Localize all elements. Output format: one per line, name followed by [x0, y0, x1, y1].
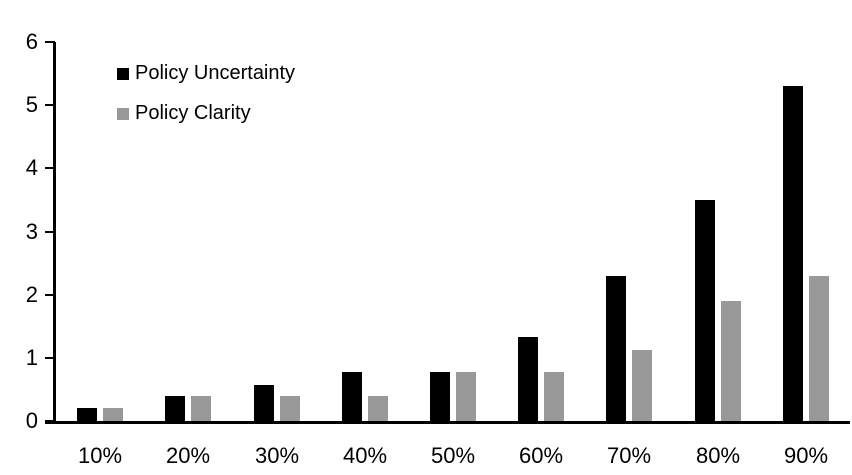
- bar-policy-uncertainty-70pct: [606, 276, 626, 421]
- legend: Policy Uncertainty Policy Clarity: [117, 62, 295, 142]
- bar-policy-uncertainty-20pct: [165, 396, 185, 421]
- y-tick: [45, 356, 55, 359]
- bar-policy-uncertainty-90pct: [783, 86, 803, 421]
- x-category-label: 20%: [165, 443, 211, 468]
- y-tick-label: 4: [25, 155, 38, 181]
- bar-policy-clarity-50pct: [456, 372, 476, 421]
- y-tick: [45, 167, 55, 170]
- y-tick: [45, 104, 55, 107]
- y-tick-label: 2: [25, 281, 38, 307]
- bar-policy-clarity-20pct: [191, 396, 211, 421]
- x-category-label: 40%: [342, 443, 388, 468]
- y-tick: [45, 420, 55, 422]
- legend-label: Policy Clarity: [135, 102, 251, 124]
- x-category-label: 90%: [783, 443, 829, 468]
- bar-policy-clarity-10pct: [103, 408, 123, 421]
- bar-policy-uncertainty-50pct: [430, 372, 450, 421]
- legend-item-policy-clarity: Policy Clarity: [117, 102, 295, 125]
- x-category-label: 10%: [77, 443, 123, 468]
- y-axis-line: [53, 42, 56, 424]
- x-category-label: 70%: [606, 443, 652, 468]
- bar-policy-clarity-40pct: [368, 396, 388, 421]
- bar-policy-uncertainty-10pct: [77, 408, 97, 421]
- bar-policy-uncertainty-30pct: [254, 385, 274, 421]
- bar-policy-clarity-30pct: [280, 396, 300, 421]
- legend-item-policy-uncertainty: Policy Uncertainty: [117, 62, 295, 85]
- bar-policy-uncertainty-80pct: [695, 200, 715, 421]
- y-tick-label: 6: [25, 29, 38, 54]
- bar-policy-clarity-60pct: [544, 372, 564, 421]
- x-category-label: 50%: [430, 443, 476, 468]
- bar-policy-clarity-80pct: [721, 301, 741, 421]
- legend-label: Policy Uncertainty: [135, 62, 296, 84]
- x-axis-line: [45, 421, 850, 424]
- y-tick-label: 5: [25, 92, 38, 118]
- x-category-label: 30%: [254, 443, 300, 468]
- bar-policy-uncertainty-60pct: [518, 337, 538, 421]
- y-tick-label: 1: [25, 344, 38, 370]
- y-tick-label: 0: [25, 408, 38, 433]
- y-tick: [45, 293, 55, 296]
- y-tick: [45, 230, 55, 233]
- y-tick-label: 3: [25, 218, 38, 244]
- x-category-label: 60%: [518, 443, 564, 468]
- y-tick: [45, 41, 55, 43]
- bar-policy-clarity-90pct: [809, 276, 829, 421]
- legend-swatch-icon: [117, 107, 129, 120]
- x-category-label: 80%: [695, 443, 741, 468]
- legend-swatch-icon: [117, 67, 129, 80]
- bar-policy-uncertainty-40pct: [342, 372, 362, 421]
- bar-policy-clarity-70pct: [632, 350, 652, 421]
